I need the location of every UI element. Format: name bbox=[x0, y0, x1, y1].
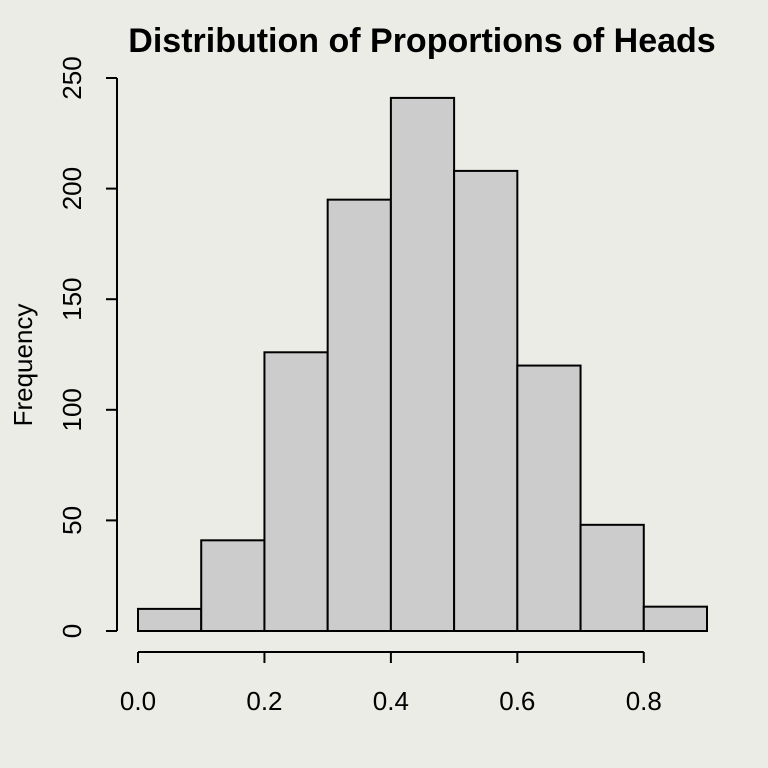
histogram-bar-5 bbox=[453, 169, 519, 633]
x-tick-label: 0.6 bbox=[499, 686, 535, 716]
histogram-bar-0 bbox=[137, 607, 203, 633]
bars-group bbox=[137, 96, 708, 633]
histogram-bar-4 bbox=[389, 96, 456, 632]
y-tick-label: 150 bbox=[57, 278, 87, 321]
y-tick-label: 100 bbox=[57, 388, 87, 431]
y-tick-label: 200 bbox=[57, 167, 87, 210]
y-tick-label: 50 bbox=[57, 506, 87, 535]
histogram-bar-7 bbox=[579, 523, 645, 632]
chart-title: Distribution of Proportions of Heads bbox=[128, 22, 715, 60]
y-axis-label: Frequency bbox=[8, 304, 38, 427]
x-tick-label: 0.0 bbox=[120, 686, 156, 716]
x-tick-label: 0.4 bbox=[373, 686, 409, 716]
histogram-bar-6 bbox=[516, 364, 582, 632]
histogram-bar-8 bbox=[642, 605, 708, 633]
y-tick-label: 0 bbox=[57, 624, 87, 638]
x-axis: 0.0 0.2 0.4 0.6 0.8 bbox=[120, 651, 662, 716]
x-tick-label: 0.2 bbox=[246, 686, 282, 716]
x-tick-label: 0.8 bbox=[626, 686, 662, 716]
y-axis: 0 50 100 150 200 250 bbox=[57, 56, 118, 638]
histogram-bar-1 bbox=[200, 539, 266, 632]
y-tick-label: 250 bbox=[57, 56, 87, 99]
histogram-bar-3 bbox=[326, 198, 392, 632]
histogram-bar-2 bbox=[263, 351, 329, 632]
